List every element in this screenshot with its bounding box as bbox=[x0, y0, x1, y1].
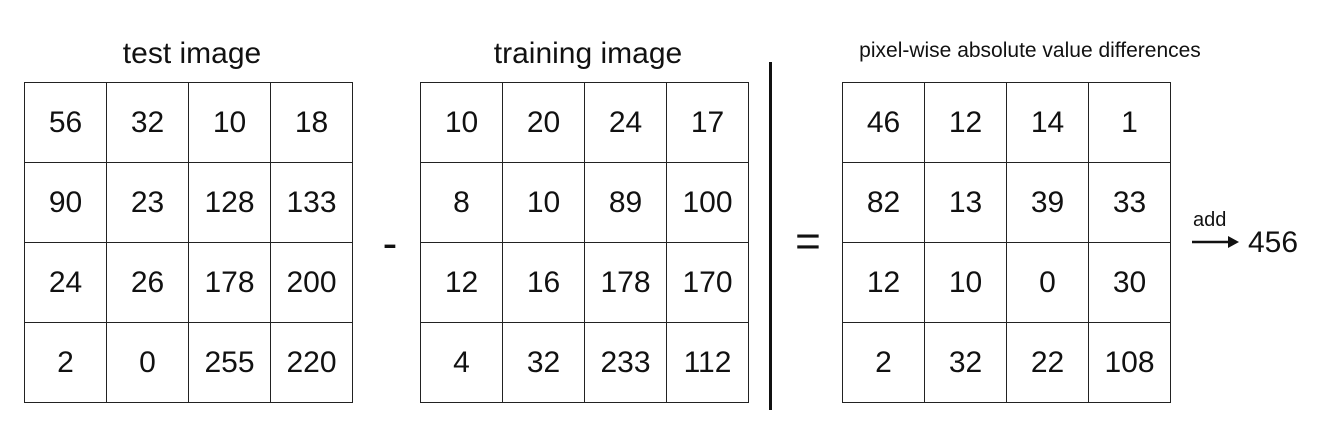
test-cell: 23 bbox=[107, 163, 189, 243]
diff-cell: 22 bbox=[1007, 323, 1089, 403]
training-cell: 32 bbox=[503, 323, 585, 403]
training-cell: 10 bbox=[421, 83, 503, 163]
test-cell: 128 bbox=[189, 163, 271, 243]
separator-line bbox=[769, 62, 772, 410]
test-cell: 255 bbox=[189, 323, 271, 403]
training-image-title: training image bbox=[493, 37, 683, 70]
diff-title: pixel-wise absolute value differences bbox=[859, 39, 1201, 62]
training-cell: 8 bbox=[421, 163, 503, 243]
test-cell: 178 bbox=[189, 243, 271, 323]
test-cell: 26 bbox=[107, 243, 189, 323]
right-arrow-icon bbox=[1192, 236, 1239, 248]
diff-cell: 13 bbox=[925, 163, 1007, 243]
training-cell: 10 bbox=[503, 163, 585, 243]
test-cell: 90 bbox=[25, 163, 107, 243]
test-cell: 220 bbox=[271, 323, 353, 403]
add-label: add bbox=[1193, 209, 1227, 231]
training-cell: 24 bbox=[585, 83, 667, 163]
test-cell: 2 bbox=[25, 323, 107, 403]
diff-cell: 14 bbox=[1007, 83, 1089, 163]
training-cell: 17 bbox=[667, 83, 749, 163]
diff-cell: 32 bbox=[925, 323, 1007, 403]
training-cell: 20 bbox=[503, 83, 585, 163]
test-cell: 200 bbox=[271, 243, 353, 323]
test-cell: 18 bbox=[271, 83, 353, 163]
test-cell: 0 bbox=[107, 323, 189, 403]
diff-cell: 0 bbox=[1007, 243, 1089, 323]
diff-cell: 46 bbox=[843, 83, 925, 163]
training-cell: 89 bbox=[585, 163, 667, 243]
diff-cell: 33 bbox=[1089, 163, 1171, 243]
test-cell: 32 bbox=[107, 83, 189, 163]
training-cell: 12 bbox=[421, 243, 503, 323]
training-cell: 100 bbox=[667, 163, 749, 243]
test-image-title: test image bbox=[122, 37, 262, 70]
test-cell: 24 bbox=[25, 243, 107, 323]
test-cell: 56 bbox=[25, 83, 107, 163]
diff-cell: 39 bbox=[1007, 163, 1089, 243]
test-cell: 133 bbox=[271, 163, 353, 243]
training-cell: 233 bbox=[585, 323, 667, 403]
diff-cell: 12 bbox=[843, 243, 925, 323]
minus-operator: - bbox=[382, 219, 398, 268]
diff-cell: 30 bbox=[1089, 243, 1171, 323]
sum-result: 456 bbox=[1248, 226, 1299, 259]
training-cell: 4 bbox=[421, 323, 503, 403]
diff-cell: 2 bbox=[843, 323, 925, 403]
training-cell: 112 bbox=[667, 323, 749, 403]
training-cell: 178 bbox=[585, 243, 667, 323]
test-image-grid: 56 32 10 18 90 23 128 133 24 26 178 200 2 0 255 220 bbox=[24, 82, 353, 403]
diff-cell: 108 bbox=[1089, 323, 1171, 403]
training-cell: 170 bbox=[667, 243, 749, 323]
diff-cell: 1 bbox=[1089, 83, 1171, 163]
diff-cell: 12 bbox=[925, 83, 1007, 163]
equals-operator: = bbox=[795, 217, 821, 266]
diff-cell: 10 bbox=[925, 243, 1007, 323]
diff-grid: 46 12 14 1 82 13 39 33 12 10 0 30 2 32 22 108 bbox=[842, 82, 1171, 403]
diff-cell: 82 bbox=[843, 163, 925, 243]
training-image-grid: 10 20 24 17 8 10 89 100 12 16 178 170 4 32 233 112 bbox=[420, 82, 749, 403]
test-cell: 10 bbox=[189, 83, 271, 163]
training-cell: 16 bbox=[503, 243, 585, 323]
